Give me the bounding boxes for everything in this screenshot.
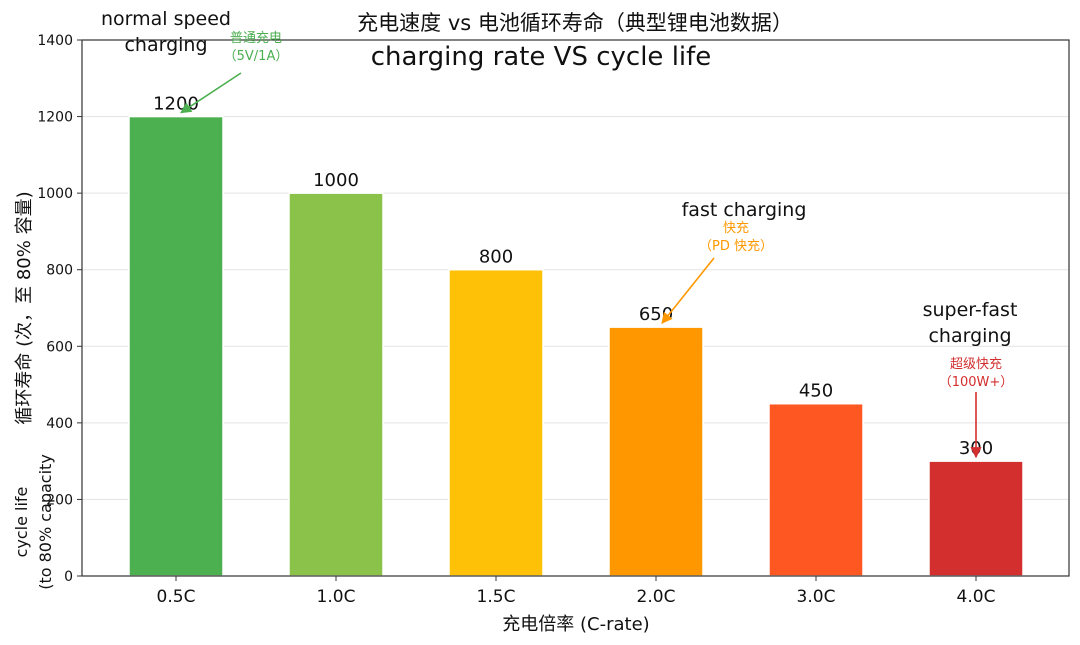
- annotation-text: 快充: [723, 220, 749, 236]
- annotation-english-text: charging: [928, 325, 1011, 347]
- bar: [288, 192, 384, 577]
- x-tick-label: 0.5C: [157, 587, 196, 607]
- chart-title: 充电速度 vs 电池循环寿命（典型锂电池数据）: [357, 11, 793, 35]
- x-tick-label: 1.5C: [477, 587, 516, 607]
- y-tick-label: 200: [46, 492, 73, 508]
- y-axis-label: 循环寿命 (次，至 80% 容量): [14, 191, 35, 424]
- y-tick-label: 800: [46, 263, 73, 279]
- bar-value-label: 1000: [313, 170, 359, 191]
- annotation-english-text: charging: [124, 34, 207, 56]
- y-axis-label-english-line-2: (to 80% capacity: [36, 454, 55, 590]
- y-tick-label: 400: [46, 416, 73, 432]
- y-tick-label: 600: [46, 339, 73, 355]
- y-tick-label: 1400: [37, 33, 73, 49]
- y-tick-label: 1000: [37, 186, 73, 202]
- x-tick-label: 3.0C: [797, 587, 836, 607]
- annotation-text: 普通充电: [230, 30, 282, 46]
- annotation-arrow: [661, 257, 715, 325]
- bars: [128, 115, 1024, 577]
- x-axis-label: 充电倍率 (C-rate): [502, 614, 649, 635]
- annotation-text: （PD 快充）: [699, 238, 773, 254]
- bar-value-label: 1200: [153, 94, 199, 115]
- y-axis-ticks: 0 200 400 600 800 1000 1200 1400: [37, 33, 82, 585]
- grid: [82, 116, 1069, 500]
- bar: [768, 402, 864, 577]
- bar: [928, 460, 1024, 577]
- x-tick-label: 2.0C: [637, 587, 676, 607]
- chart-subtitle: charging rate VS cycle life: [371, 42, 712, 72]
- annotation-english-text: fast charging: [682, 199, 807, 221]
- annotation-text: （100W+）: [939, 375, 1014, 390]
- bar: [448, 268, 544, 577]
- annotation-english-text: super-fast: [923, 299, 1018, 321]
- y-tick-label: 0: [64, 569, 73, 585]
- x-axis-ticks: 0.5C 1.0C 1.5C 2.0C 3.0C 4.0C: [157, 576, 996, 607]
- annotation-english-text: normal speed: [101, 8, 231, 30]
- y-tick-label: 1200: [37, 110, 73, 126]
- annotations: 普通充电 （5V/1A） normal speed charging 快充 （PD 快充）…: [101, 8, 1018, 459]
- annotation-arrow: [180, 72, 242, 114]
- annotation-text: 超级快充: [950, 356, 1002, 372]
- y-axis-label-english-line-1: cycle life: [12, 487, 31, 558]
- x-tick-label: 4.0C: [957, 587, 996, 607]
- x-tick-label: 1.0C: [317, 587, 356, 607]
- bar-value-label: 800: [479, 247, 513, 268]
- bar: [608, 326, 704, 577]
- bar-value-label: 450: [799, 381, 833, 402]
- bar: [128, 115, 224, 577]
- plot-frame: [81, 39, 1070, 577]
- annotation-text: （5V/1A）: [224, 49, 289, 64]
